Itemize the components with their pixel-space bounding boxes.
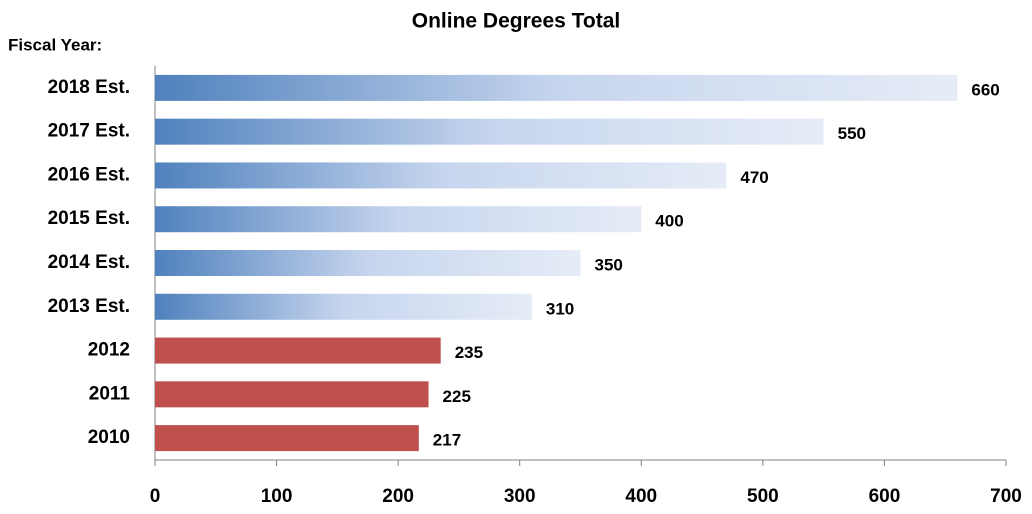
x-tick-label: 0 xyxy=(150,486,161,507)
value-label: 550 xyxy=(838,124,866,143)
bar xyxy=(155,425,419,452)
bar xyxy=(155,337,441,364)
bar xyxy=(155,74,958,101)
y-tick-label: 2012 xyxy=(88,340,130,361)
value-label: 350 xyxy=(595,255,623,274)
x-tick-label: 100 xyxy=(261,486,293,507)
value-label: 225 xyxy=(443,387,471,406)
axis-label: Fiscal Year: xyxy=(8,35,102,54)
y-tick-label: 2015 Est. xyxy=(48,208,130,229)
y-tick-label: 2013 Est. xyxy=(48,296,130,317)
x-tick-label: 200 xyxy=(382,486,414,507)
bar xyxy=(155,118,824,145)
value-label: 235 xyxy=(455,343,483,362)
y-tick-label: 2018 Est. xyxy=(48,77,130,98)
bar xyxy=(155,293,532,320)
value-label: 310 xyxy=(546,299,574,318)
value-label: 217 xyxy=(433,431,461,450)
y-tick-label: 2010 xyxy=(88,427,130,448)
x-tick-label: 500 xyxy=(747,486,779,507)
value-label: 400 xyxy=(655,212,683,231)
y-tick-label: 2014 Est. xyxy=(48,252,130,273)
bar xyxy=(155,206,642,233)
y-tick-label: 2017 Est. xyxy=(48,121,130,142)
x-tick-label: 700 xyxy=(990,486,1022,507)
value-label: 660 xyxy=(971,80,999,99)
y-tick-label: 2011 xyxy=(89,383,131,404)
value-label: 470 xyxy=(740,168,768,187)
y-tick-label: 2016 Est. xyxy=(48,164,130,185)
chart-title: Online Degrees Total xyxy=(412,10,621,33)
x-tick-label: 400 xyxy=(625,486,657,507)
x-tick-label: 300 xyxy=(504,486,536,507)
bar xyxy=(155,381,429,408)
bar xyxy=(155,162,727,189)
x-tick-label: 600 xyxy=(869,486,901,507)
bar xyxy=(155,250,581,276)
